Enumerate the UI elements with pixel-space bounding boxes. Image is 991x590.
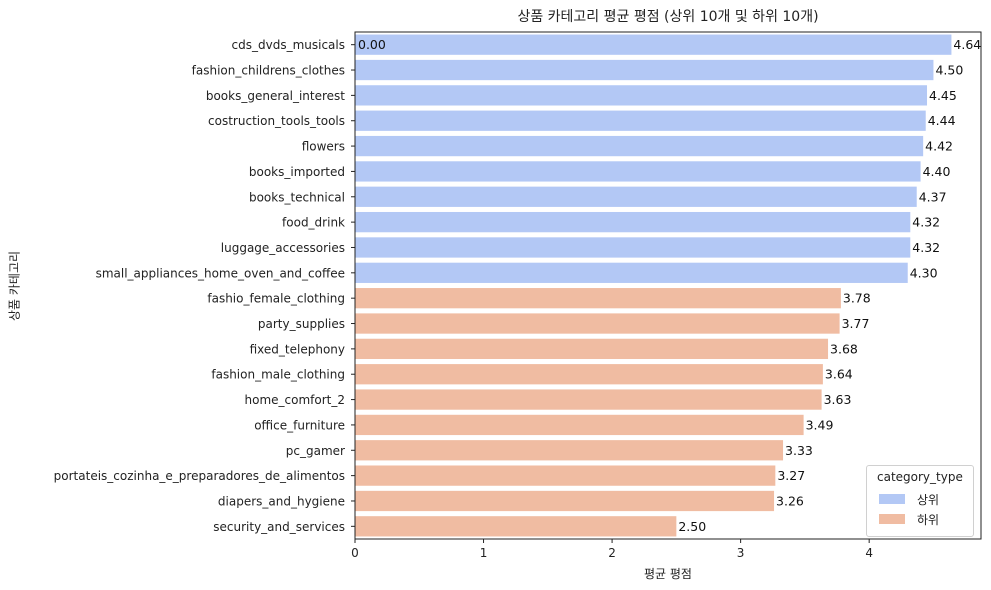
x-tick-label: 2 — [608, 546, 616, 560]
plot-frame — [354, 31, 982, 540]
bar — [355, 364, 823, 385]
bar — [355, 59, 934, 81]
bar-value-label: 4.44 — [928, 113, 956, 128]
bar — [355, 34, 952, 55]
legend-label-bottom: 하위 — [917, 512, 940, 527]
bar — [355, 186, 917, 207]
bar-value-label: 3.27 — [777, 468, 805, 483]
bar — [355, 490, 775, 512]
y-tick-label: small_appliances_home_oven_and_coffee — [96, 266, 345, 280]
x-tick-label: 0 — [351, 546, 359, 560]
bar-value-label: 3.49 — [806, 417, 834, 432]
y-tick-label: costruction_tools_tools — [208, 114, 345, 128]
x-tick-label: 1 — [480, 546, 488, 560]
bar — [355, 110, 926, 131]
bar-value-label: 3.33 — [785, 443, 813, 458]
bar — [355, 85, 928, 106]
bar — [355, 288, 841, 309]
y-tick-label: cds_dvds_musicals — [232, 38, 345, 52]
y-tick-label: home_comfort_2 — [245, 393, 346, 407]
y-tick-label: office_furniture — [254, 418, 345, 432]
y-tick-label: fixed_telephony — [250, 342, 345, 356]
y-tick-label: books_general_interest — [206, 89, 345, 103]
bar — [355, 389, 822, 410]
y-tick-label: fashion_male_clothing — [211, 368, 345, 382]
y-tick-label: luggage_accessories — [221, 241, 345, 255]
y-tick-label: pc_gamer — [286, 444, 345, 458]
chart-title: 상품 카테고리 평균 평점 (상위 10개 및 하위 10개) — [517, 9, 819, 25]
y-tick-label: fashio_female_clothing — [207, 292, 345, 306]
bar — [355, 516, 677, 537]
y-tick-label: portateis_cozinha_e_preparadores_de_alim… — [54, 469, 345, 483]
legend-item-bottom: 하위 — [879, 511, 939, 527]
bar — [355, 440, 784, 461]
bar — [355, 414, 804, 436]
bar-value-label: 3.63 — [824, 392, 852, 407]
bar-value-label: 4.30 — [910, 265, 938, 280]
bar-value-label: 4.50 — [935, 63, 963, 78]
bar — [355, 262, 908, 283]
bar-value-label: 4.37 — [919, 189, 947, 204]
bar — [355, 211, 911, 233]
bar — [355, 465, 776, 486]
bar-value-label: 4.40 — [923, 164, 951, 179]
bar — [355, 313, 840, 334]
bar-value-label: 4.64 — [953, 37, 981, 52]
bar-value-label: 3.77 — [842, 316, 870, 331]
y-axis-label: 상품 카테고리 — [7, 250, 22, 322]
bar — [355, 338, 829, 360]
x-tick-label: 4 — [865, 546, 873, 560]
y-tick-label: party_supplies — [258, 317, 345, 331]
y-tick-label: diapers_and_hygiene — [218, 494, 345, 508]
bar-value-label: 4.32 — [912, 215, 940, 230]
legend-label-top: 상위 — [917, 492, 940, 507]
legend: category_type 상위 하위 — [866, 465, 974, 537]
y-tick-label: books_imported — [249, 165, 345, 179]
legend-swatch-top — [879, 494, 905, 504]
legend-item-top: 상위 — [879, 491, 939, 507]
bar-value-label: 4.45 — [929, 88, 957, 103]
bar — [355, 135, 924, 157]
legend-swatch-bottom — [879, 514, 905, 524]
annotation-label: 0.00 — [358, 37, 386, 52]
y-tick-label: security_and_services — [213, 520, 345, 534]
bar-value-label: 2.50 — [678, 519, 706, 534]
bar-value-label: 3.26 — [776, 493, 804, 508]
bar — [355, 161, 921, 182]
y-tick-label: books_technical — [249, 190, 345, 204]
y-tick-label: fashion_childrens_clothes — [192, 64, 345, 78]
x-axis-label: 평균 평점 — [644, 567, 692, 581]
legend-title: category_type — [877, 470, 963, 484]
bar-value-label: 4.42 — [925, 139, 953, 154]
x-tick-label: 3 — [737, 546, 745, 560]
bar-value-label: 3.68 — [830, 341, 858, 356]
y-tick-label: flowers — [302, 140, 345, 154]
bar-value-label: 3.64 — [825, 367, 853, 382]
bar-value-label: 4.32 — [912, 240, 940, 255]
bar — [355, 237, 911, 258]
bar-value-label: 3.78 — [843, 291, 871, 306]
y-tick-label: food_drink — [282, 216, 345, 230]
